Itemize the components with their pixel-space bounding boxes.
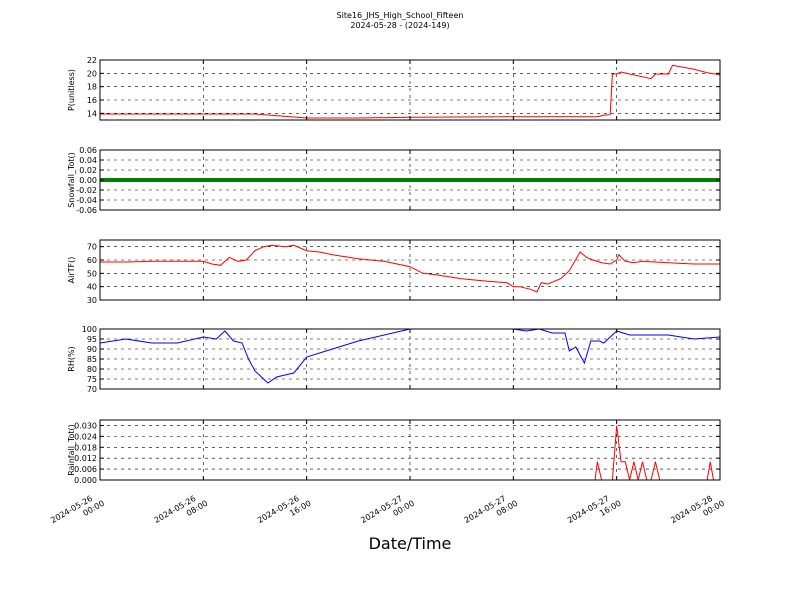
y-tick-label: 0.00 — [79, 176, 97, 185]
x-tick-label: 2024-05-2700:00 — [359, 490, 416, 534]
y-tick-label: -0.02 — [76, 186, 97, 195]
y-tick-label: 0.06 — [79, 146, 97, 155]
y-tick-label: -0.06 — [76, 206, 97, 215]
y-tick-label: 70 — [87, 243, 97, 252]
y-axis-label: Rainfall_Tot() — [67, 424, 76, 476]
y-tick-label: 75 — [87, 375, 97, 384]
y-tick-label: 80 — [87, 365, 97, 374]
series-line — [99, 328, 721, 384]
y-tick-label: 0.006 — [74, 465, 97, 474]
y-tick-label: 50 — [87, 269, 97, 278]
y-tick-label: 95 — [87, 335, 97, 344]
y-tick-label: 70 — [87, 385, 97, 394]
y-tick-label: 0.012 — [74, 454, 97, 463]
y-tick-label: 0.04 — [79, 156, 97, 165]
figure-title: Site16_JHS_High_School_Fifteen — [336, 11, 464, 20]
y-tick-label: 14 — [87, 109, 97, 118]
y-tick-label: 40 — [87, 283, 97, 292]
y-tick-label: -0.04 — [76, 196, 97, 205]
x-axis-label: Date/Time — [368, 534, 452, 553]
y-tick-label: 0.018 — [74, 443, 97, 452]
y-axis-label: RH(%) — [67, 346, 76, 371]
y-tick-label: 0.02 — [79, 166, 97, 175]
y-axis-label: AirTF() — [67, 257, 76, 284]
y-tick-label: 85 — [87, 355, 97, 364]
y-tick-label: 16 — [87, 96, 97, 105]
y-tick-label: 30 — [87, 296, 97, 305]
y-axis-label: P(unitless) — [67, 69, 76, 111]
y-tick-label: 60 — [87, 256, 97, 265]
y-tick-label: 22 — [87, 56, 97, 65]
y-tick-label: 100 — [82, 325, 97, 334]
y-tick-label: 0.024 — [74, 432, 97, 441]
y-tick-label: 90 — [87, 345, 97, 354]
y-tick-label: 0.000 — [74, 476, 97, 485]
y-tick-label: 18 — [87, 83, 97, 92]
x-tick-label: 2024-05-2716:00 — [566, 490, 623, 534]
figure-title-block: Site16_JHS_High_School_Fifteen 2024-05-2… — [0, 11, 800, 31]
x-tick-label: 2024-05-2608:00 — [153, 490, 210, 534]
x-tick-label: 2024-05-2708:00 — [463, 490, 520, 534]
series-line — [100, 64, 721, 119]
y-tick-label: 20 — [87, 69, 97, 78]
x-tick-label: 2024-05-2616:00 — [256, 490, 313, 534]
y-axis-label: Snowfall_Tot() — [67, 152, 76, 208]
x-tick-label: 2024-05-2600:00 — [49, 490, 106, 534]
y-tick-label: 0.030 — [74, 421, 97, 430]
series-line — [100, 244, 720, 293]
x-tick-label: 2024-05-2800:00 — [669, 490, 726, 534]
figure-subtitle: 2024-05-28 - (2024-149) — [350, 21, 450, 30]
